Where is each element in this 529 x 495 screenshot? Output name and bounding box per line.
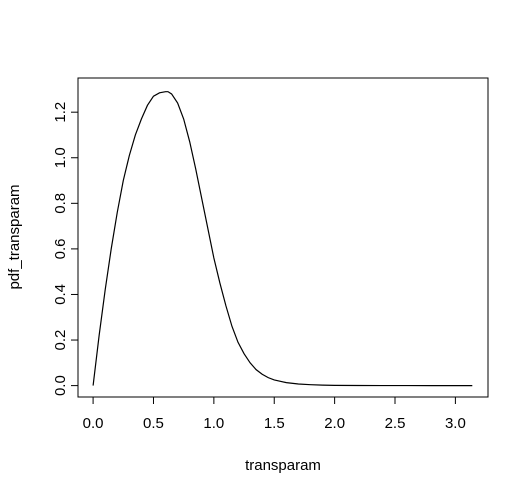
y-axis-label: pdf_transparam (6, 184, 23, 289)
x-tick-label: 2.0 (324, 415, 345, 432)
x-tick-label: 0.5 (143, 415, 164, 432)
y-tick-label: 0.0 (52, 375, 69, 396)
y-tick-label: 0.8 (52, 193, 69, 214)
y-tick-label: 1.0 (52, 147, 69, 168)
y-tick-label: 1.2 (52, 102, 69, 123)
x-axis: 0.0 0.5 1.0 1.5 2.0 2.5 3.0 (83, 396, 466, 432)
y-tick-label: 0.6 (52, 238, 69, 259)
x-tick-label: 1.5 (264, 415, 285, 432)
y-tick-label: 0.2 (52, 330, 69, 351)
y-axis: 0.0 0.2 0.4 0.6 0.8 1.0 1.2 (52, 102, 79, 396)
plot-frame (77, 77, 489, 398)
x-tick-label: 2.5 (385, 415, 406, 432)
x-tick-label: 0.0 (83, 415, 104, 432)
x-tick-label: 1.0 (203, 415, 224, 432)
pdf-curve (92, 91, 473, 387)
x-axis-label: transparam (245, 457, 321, 474)
x-tick-label: 3.0 (445, 415, 466, 432)
y-tick-label: 0.4 (52, 284, 69, 305)
